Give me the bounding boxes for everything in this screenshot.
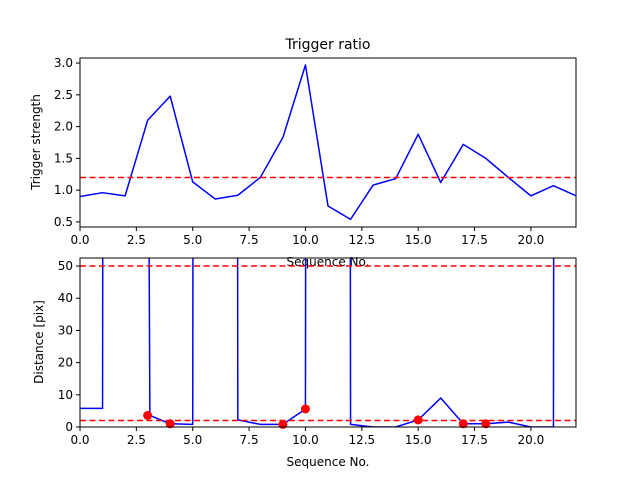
x-tick-label: 2.5: [127, 233, 146, 247]
x-axis-label: Sequence No.: [287, 255, 370, 269]
y-tick-label: 40: [58, 291, 73, 305]
y-tick-label: 1.5: [54, 151, 73, 165]
y-axis-label: Trigger strength: [29, 94, 43, 191]
x-tick-label: 12.5: [348, 433, 375, 447]
x-tick-label: 10.0: [292, 433, 319, 447]
x-tick-label: 10.0: [292, 233, 319, 247]
marker-point: [481, 419, 491, 429]
x-tick-label: 15.0: [405, 433, 432, 447]
y-tick-label: 30: [58, 323, 73, 337]
chart-title: Trigger ratio: [284, 37, 370, 53]
marker-point: [165, 419, 175, 429]
x-tick-label: 2.5: [127, 433, 146, 447]
y-axis-label: Distance [pix]: [32, 300, 46, 384]
y-tick-label: 0.5: [54, 215, 73, 229]
axes-frame: [79, 57, 577, 228]
x-axis-label: Sequence No.: [287, 455, 370, 469]
marker-point: [458, 419, 468, 429]
distance-chart: Sequence No. Distance [pix] 0.0 2.5 5.0 7.5…: [32, 257, 577, 469]
x-tick-label: 0.0: [70, 233, 89, 247]
x-tick-label: 20.0: [518, 433, 545, 447]
y-tick-label: 2.0: [54, 120, 73, 134]
y-tick-label: 10: [58, 388, 73, 402]
x-tick-label: 20.0: [518, 233, 545, 247]
marker-point: [143, 410, 153, 420]
x-tick-label: 5.0: [183, 233, 202, 247]
marker-point: [413, 415, 423, 425]
y-tick-label: 0: [65, 420, 73, 434]
marker-point: [278, 419, 288, 429]
marker-point: [300, 404, 310, 414]
x-tick-label: 12.5: [348, 233, 375, 247]
y-tick-label: 20: [58, 356, 73, 370]
y-tick-label: 50: [58, 259, 73, 273]
y-tick-label: 1.0: [54, 183, 73, 197]
plot-area: [80, 64, 576, 221]
x-tick-label: 7.5: [240, 433, 259, 447]
x-tick-label: 5.0: [183, 433, 202, 447]
x-tick-label: 0.0: [70, 433, 89, 447]
axes-frame: [79, 257, 577, 428]
y-tick-label: 3.0: [54, 56, 73, 70]
y-tick-label: 2.5: [54, 88, 73, 102]
series-line-0: [80, 64, 576, 221]
x-tick-label: 17.5: [461, 433, 488, 447]
x-tick-label: 17.5: [461, 233, 488, 247]
x-tick-label: 7.5: [240, 233, 259, 247]
x-tick-label: 15.0: [405, 233, 432, 247]
